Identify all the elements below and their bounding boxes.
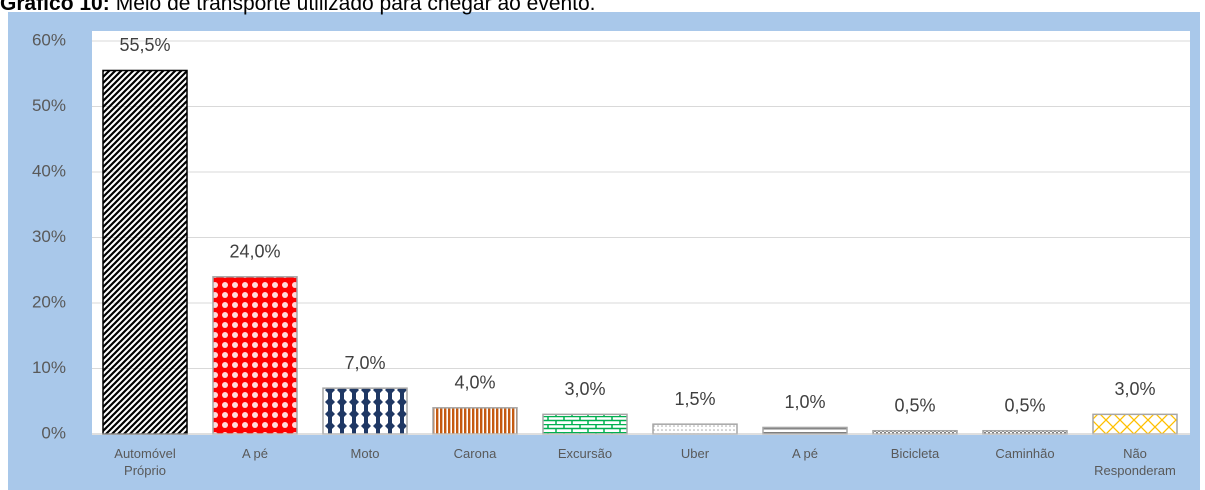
bar (652, 423, 738, 435)
value-label: 1,0% (784, 392, 825, 412)
bar (762, 426, 848, 435)
y-tick-label: 10% (32, 358, 66, 377)
y-tick-label: 30% (32, 227, 66, 246)
x-tick-label: A pé (241, 446, 269, 461)
bar (1092, 413, 1178, 435)
bar (212, 276, 298, 435)
bar (102, 69, 188, 435)
value-label: 0,5% (1004, 395, 1045, 415)
x-tick-label: Não Responderam (1094, 446, 1176, 478)
value-label: 7,0% (344, 353, 385, 373)
title-label: Gráfico 10: (0, 0, 110, 15)
y-tick-label: 40% (32, 161, 66, 180)
x-tick-label: A pé (791, 446, 819, 461)
value-label: 55,5% (119, 35, 170, 55)
bar (542, 413, 628, 435)
x-tick-label: Carona (453, 446, 497, 461)
value-label: 24,0% (229, 242, 280, 262)
title-text: Meio de transporte utilizado para chegar… (116, 0, 596, 15)
x-tick-label: Bicicleta (890, 446, 940, 461)
x-tick-label: Excursão (557, 446, 613, 461)
y-tick-label: 20% (32, 292, 66, 311)
chart-title: Gráfico 10: Meio de transporte utilizado … (0, 0, 596, 15)
x-tick-label: Automóvel Próprio (114, 446, 176, 478)
value-label: 3,0% (1114, 379, 1155, 399)
y-tick-label: 50% (32, 96, 66, 115)
bar (432, 407, 518, 435)
x-tick-label: Uber (680, 446, 710, 461)
value-label: 3,0% (564, 379, 605, 399)
x-tick-label: Moto (350, 446, 380, 461)
y-tick-label: 0% (41, 423, 66, 442)
value-label: 1,5% (674, 389, 715, 409)
value-label: 4,0% (454, 373, 495, 393)
value-label: 0,5% (894, 395, 935, 415)
y-tick-label: 60% (32, 30, 66, 49)
bar (322, 387, 408, 435)
x-tick-label: Caminhão (995, 446, 1055, 461)
